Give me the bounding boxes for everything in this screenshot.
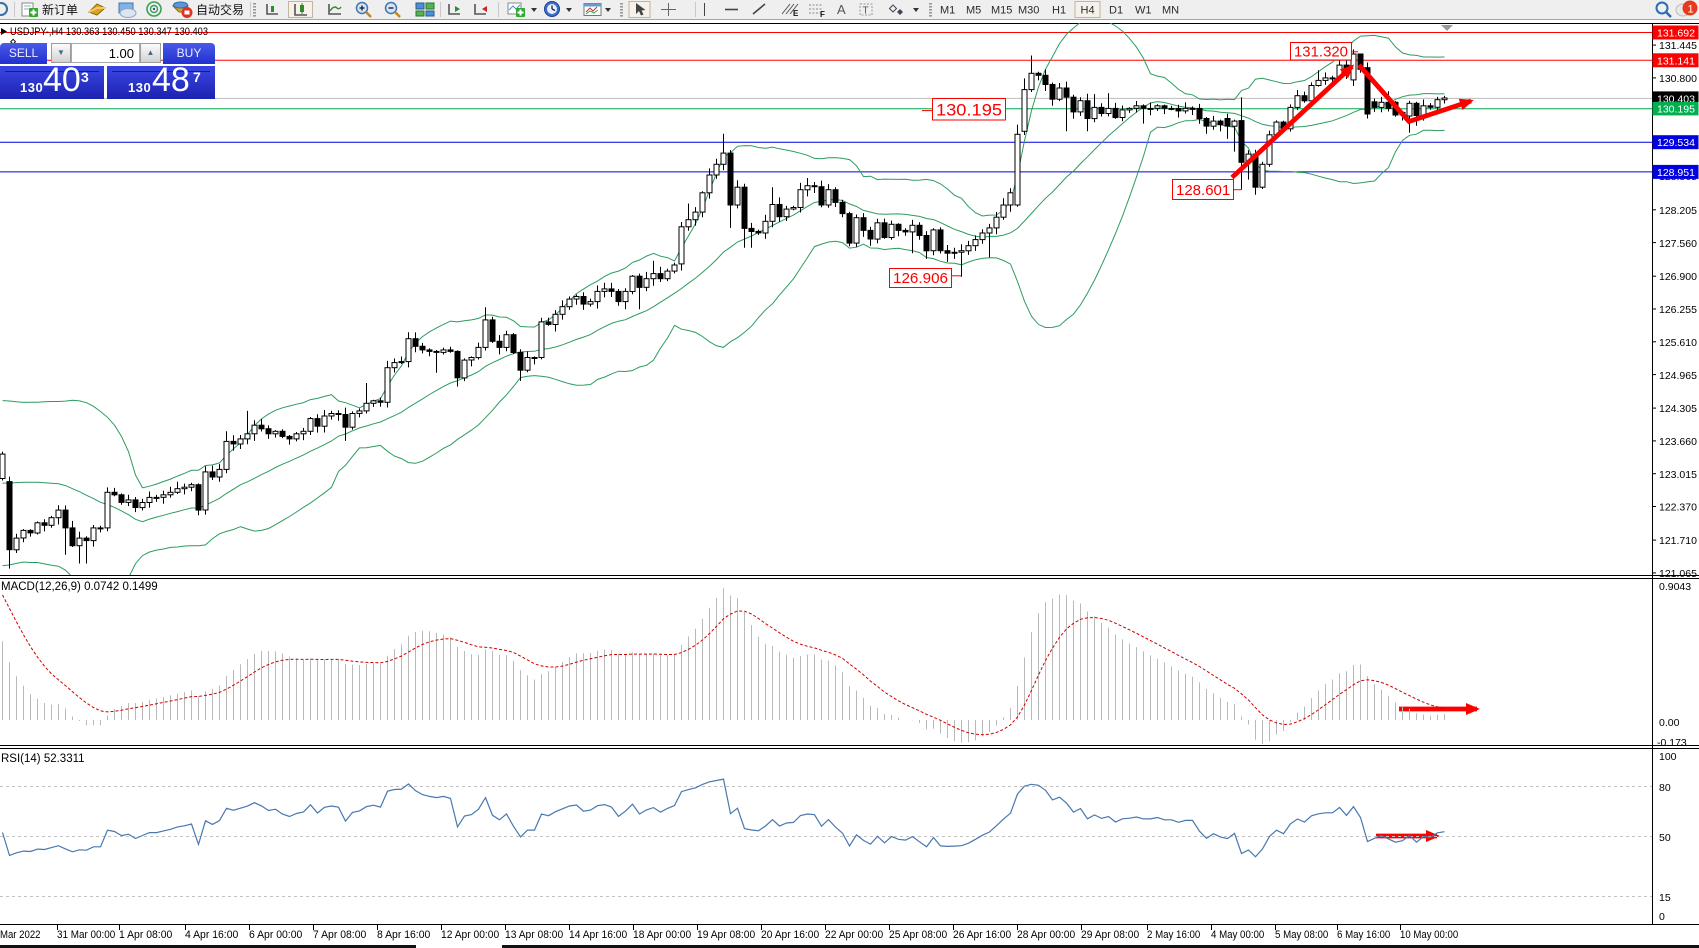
svg-text:10 May 00:00: 10 May 00:00 (1400, 929, 1458, 941)
svg-text:0.9043: 0.9043 (1659, 581, 1691, 593)
svg-text:14 Apr 16:00: 14 Apr 16:00 (569, 929, 627, 941)
svg-text:125.610: 125.610 (1659, 337, 1697, 349)
svg-text:121.065: 121.065 (1659, 568, 1697, 580)
svg-text:W1: W1 (1135, 5, 1152, 17)
svg-text:31 Mar 00:00: 31 Mar 00:00 (57, 929, 115, 941)
svg-text:USDJPY-,H4 130.363 130.450 13: USDJPY-,H4 130.363 130.450 130.347 130.4… (10, 26, 208, 38)
svg-text:0: 0 (1659, 911, 1665, 923)
svg-text:0.00: 0.00 (1659, 717, 1680, 729)
svg-text:M30: M30 (1018, 5, 1039, 17)
svg-text:126.900: 126.900 (1659, 271, 1697, 283)
svg-text:8 Apr 16:00: 8 Apr 16:00 (377, 929, 430, 941)
svg-text:20 Apr 16:00: 20 Apr 16:00 (761, 929, 819, 941)
svg-text:H1: H1 (1052, 5, 1066, 17)
svg-text:80: 80 (1659, 782, 1671, 794)
svg-text:13 Apr 08:00: 13 Apr 08:00 (505, 929, 563, 941)
svg-text:130.195: 130.195 (936, 101, 1002, 120)
svg-text:4 May 00:00: 4 May 00:00 (1211, 929, 1264, 941)
svg-text:F: F (820, 10, 825, 19)
svg-text:131.320: 131.320 (1294, 44, 1348, 61)
svg-text:122.370: 122.370 (1659, 502, 1697, 514)
svg-text:128.601: 128.601 (1176, 182, 1230, 199)
svg-text:T: T (863, 6, 869, 17)
svg-text:29 Apr 08:00: 29 Apr 08:00 (1081, 929, 1139, 941)
svg-text:新订单: 新订单 (42, 2, 78, 17)
svg-text:28 Apr 00:00: 28 Apr 00:00 (1017, 929, 1075, 941)
svg-text:126.255: 126.255 (1659, 304, 1697, 316)
svg-text:6 Apr 00:00: 6 Apr 00:00 (249, 929, 302, 941)
svg-text:50: 50 (1659, 832, 1671, 844)
svg-text:128.205: 128.205 (1659, 205, 1697, 217)
svg-text:131.445: 131.445 (1659, 40, 1697, 52)
svg-text:H4: H4 (1081, 5, 1095, 17)
svg-text:7 Apr 08:00: 7 Apr 08:00 (313, 929, 366, 941)
svg-text:126.906: 126.906 (893, 270, 948, 287)
svg-text:22 Apr 00:00: 22 Apr 00:00 (825, 929, 883, 941)
svg-text:A: A (837, 2, 846, 17)
svg-text:MACD(12,26,9) 0.0742 0.1499: MACD(12,26,9) 0.0742 0.1499 (1, 581, 158, 593)
svg-text:121.710: 121.710 (1659, 535, 1697, 547)
svg-text:18 Apr 00:00: 18 Apr 00:00 (633, 929, 691, 941)
svg-text:自动交易: 自动交易 (196, 2, 244, 17)
svg-text:129.534: 129.534 (1657, 137, 1695, 149)
svg-text:130.800: 130.800 (1659, 73, 1697, 85)
svg-text:25 Apr 08:00: 25 Apr 08:00 (889, 929, 947, 941)
svg-text:131.692: 131.692 (1657, 28, 1695, 40)
svg-text:131.141: 131.141 (1657, 55, 1695, 67)
svg-text:M1: M1 (940, 5, 955, 17)
svg-text:RSI(14) 52.3311: RSI(14) 52.3311 (1, 753, 85, 765)
svg-text:5 May 08:00: 5 May 08:00 (1275, 929, 1328, 941)
svg-text:128.951: 128.951 (1657, 167, 1695, 179)
svg-text:100: 100 (1659, 751, 1677, 763)
svg-text:123.660: 123.660 (1659, 436, 1697, 448)
svg-text:D1: D1 (1109, 5, 1123, 17)
svg-text:-0.173: -0.173 (1657, 737, 1687, 749)
svg-text:12 Apr 00:00: 12 Apr 00:00 (441, 929, 499, 941)
svg-text:4 Apr 16:00: 4 Apr 16:00 (185, 929, 238, 941)
svg-text:127.560: 127.560 (1659, 238, 1697, 250)
svg-text:19 Apr 08:00: 19 Apr 08:00 (697, 929, 755, 941)
svg-text:26 Apr 16:00: 26 Apr 16:00 (953, 929, 1011, 941)
svg-text:1 Apr 08:00: 1 Apr 08:00 (119, 929, 172, 941)
svg-text:MN: MN (1162, 5, 1179, 17)
svg-text:6 May 16:00: 6 May 16:00 (1337, 929, 1390, 941)
svg-text:124.305: 124.305 (1659, 403, 1697, 415)
svg-text:1: 1 (1688, 4, 1694, 16)
svg-text:9 Mar 2022: 9 Mar 2022 (0, 929, 41, 941)
svg-text:123.015: 123.015 (1659, 469, 1697, 481)
svg-text:130.195: 130.195 (1657, 104, 1695, 116)
svg-text:M5: M5 (966, 5, 981, 17)
svg-text:15: 15 (1659, 892, 1671, 904)
svg-text:2 May 16:00: 2 May 16:00 (1147, 929, 1200, 941)
svg-text:E: E (793, 9, 799, 18)
svg-text:124.965: 124.965 (1659, 370, 1697, 382)
svg-text:M15: M15 (991, 5, 1012, 17)
